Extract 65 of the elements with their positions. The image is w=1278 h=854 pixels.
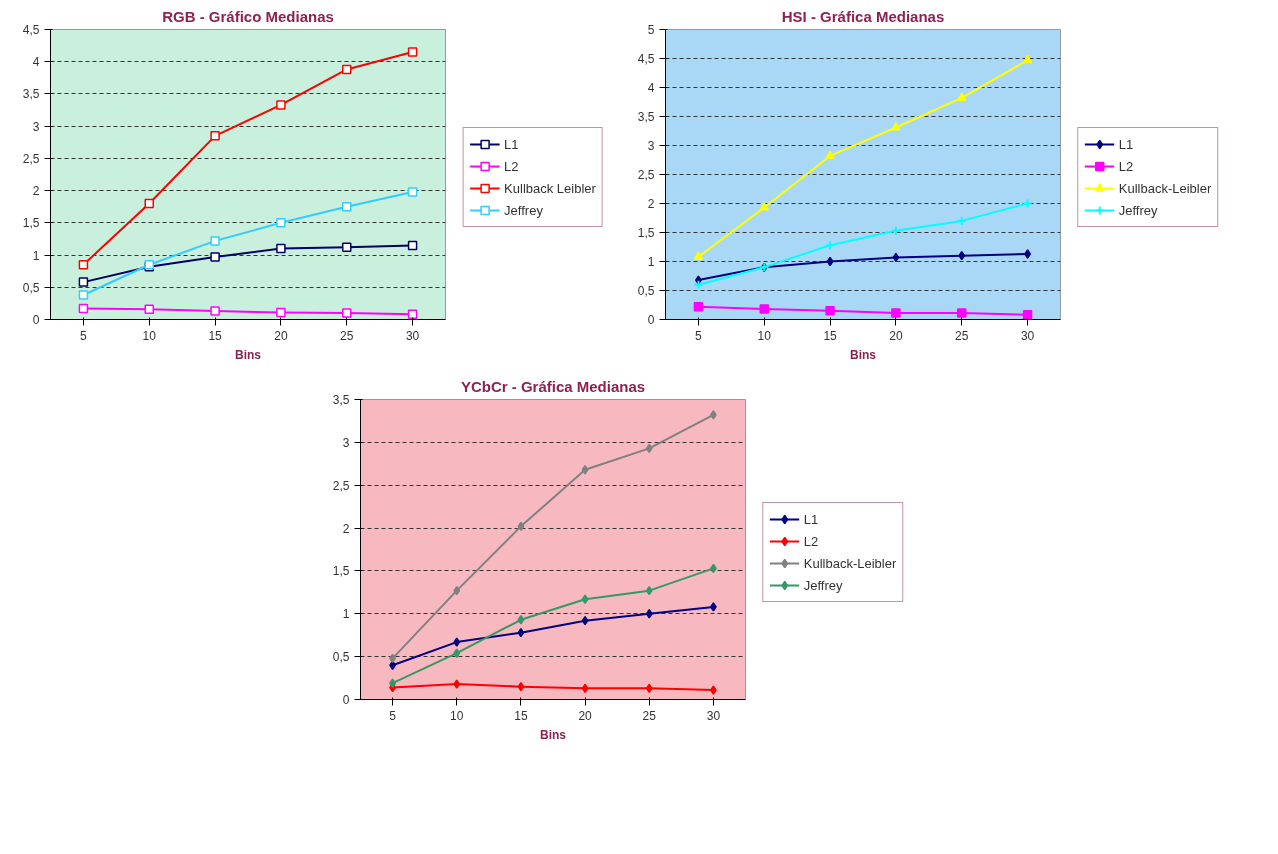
y-tick-label: 1	[32, 248, 40, 263]
y-tick-label: 2	[342, 521, 350, 536]
y-tick-label: 1,5	[332, 564, 350, 579]
legend-label: L2	[1118, 158, 1135, 174]
x-tick-label: 15	[208, 328, 223, 343]
x-tick-label: 10	[757, 328, 772, 343]
y-tick-label: 1,5	[22, 216, 40, 231]
x-tick-label: 20	[578, 708, 593, 723]
y-tick-label: 0	[647, 313, 655, 327]
y-tick-label: 1,5	[637, 226, 655, 240]
y-tick-label: 1	[342, 607, 350, 622]
chart-title: YCbCr - Gráfica Medianas	[460, 377, 646, 395]
x-tick-label: 25	[955, 328, 969, 343]
y-tick-label: 1	[647, 255, 655, 269]
y-tick-label: 4	[647, 81, 655, 95]
y-tick-label: 4,5	[22, 23, 40, 37]
legend-label: Jeffrey	[1118, 202, 1158, 218]
y-tick-label: 2,5	[332, 478, 350, 493]
x-tick-label: 20	[889, 328, 903, 343]
y-tick-label: 2	[32, 184, 40, 199]
y-tick-label: 3,5	[22, 87, 40, 102]
y-tick-label: 2,5	[22, 151, 40, 166]
x-tick-label: 10	[142, 328, 157, 343]
x-axis-title: Bins	[540, 727, 567, 742]
x-tick-label: 30	[706, 708, 721, 723]
y-tick-label: 2	[647, 197, 655, 211]
y-tick-label: 0	[342, 693, 350, 707]
legend-label: L1	[504, 136, 520, 152]
y-tick-label: 0,5	[332, 650, 350, 665]
y-tick-label: 5	[647, 23, 655, 37]
legend-label: L2	[504, 158, 520, 174]
y-tick-label: 3	[342, 435, 350, 450]
x-tick-label: 20	[274, 328, 288, 343]
x-axis-title: Bins	[235, 347, 262, 362]
legend-label: L2	[803, 533, 820, 549]
y-tick-label: 3,5	[332, 393, 350, 407]
legend-label: Kullback-Leibler	[1118, 180, 1212, 196]
y-tick-label: 3,5	[637, 110, 655, 124]
x-tick-label: 25	[340, 328, 354, 343]
y-tick-label: 0,5	[22, 280, 40, 295]
y-tick-label: 3	[647, 139, 655, 153]
legend-label: Jeffrey	[803, 577, 843, 593]
y-tick-label: 4	[32, 55, 40, 70]
x-tick-label: 25	[642, 708, 657, 723]
legend-label: Jeffrey	[504, 202, 543, 218]
y-tick-label: 2,5	[637, 168, 655, 182]
legend-label: L1	[1118, 136, 1135, 152]
y-tick-label: 3	[32, 119, 40, 134]
y-tick-label: 0	[32, 313, 40, 327]
x-tick-label: 10	[450, 708, 464, 723]
y-tick-label: 0,5	[637, 284, 655, 298]
chart-title: RGB - Gráfico Medianas	[162, 7, 334, 25]
chart-title: HSI - Gráfica Medianas	[781, 7, 945, 25]
x-tick-label: 5	[80, 328, 88, 343]
x-tick-label: 15	[823, 328, 838, 343]
x-tick-label: 30	[405, 328, 420, 343]
legend-label: Kullback-Leibler	[803, 555, 897, 571]
y-tick-label: 4,5	[637, 52, 655, 66]
legend-label: L1	[803, 511, 820, 527]
x-tick-label: 5	[389, 708, 397, 723]
x-tick-label: 30	[1020, 328, 1035, 343]
x-axis-title: Bins	[850, 347, 877, 362]
legend-label: Kullback Leibler	[504, 180, 596, 196]
x-tick-label: 5	[695, 328, 703, 343]
x-tick-label: 15	[514, 708, 528, 723]
